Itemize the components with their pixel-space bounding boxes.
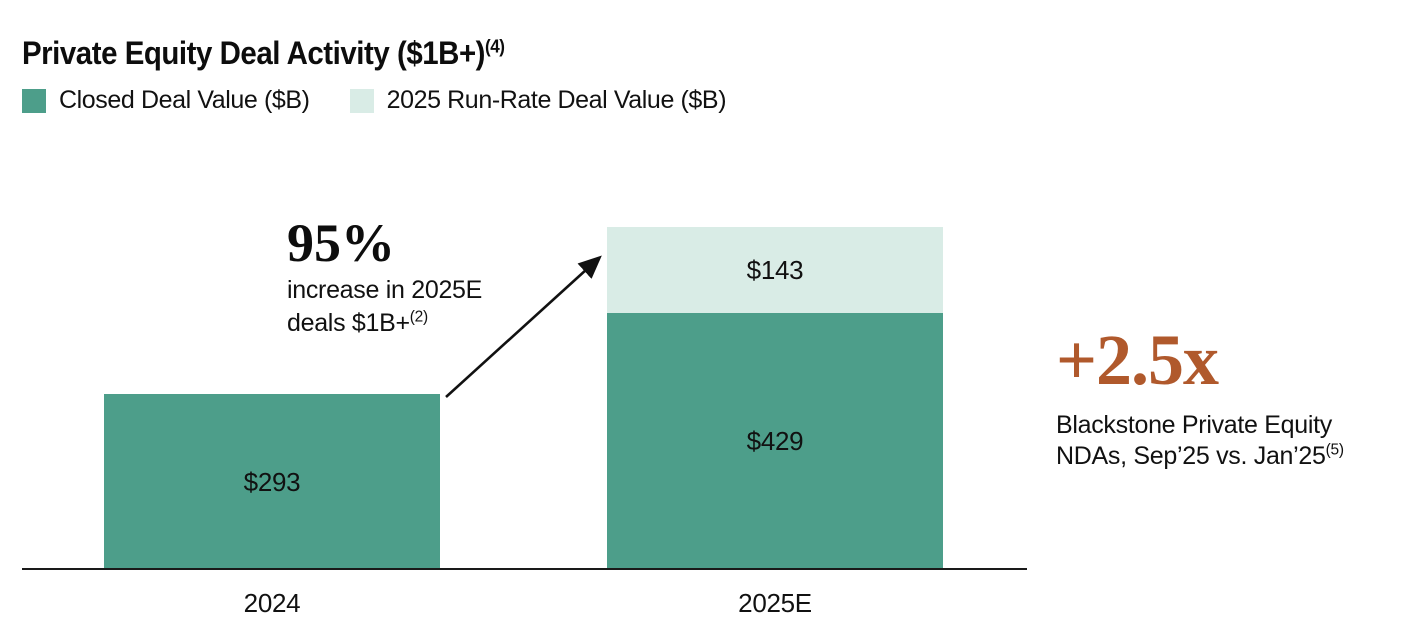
run-rate-swatch-icon <box>349 88 374 113</box>
nda-stat: +2.5x Blackstone Private Equity NDAs, Se… <box>1056 322 1344 472</box>
growth-headline: 95% <box>287 213 395 273</box>
legend-item-run-rate: 2025 Run-Rate Deal Value ($B) <box>349 86 727 115</box>
growth-annotation-line-1: increase in 2025E <box>287 276 483 304</box>
bar-2024: $293 <box>104 394 440 570</box>
stat-description: Blackstone Private Equity NDAs, Sep’25 v… <box>1056 410 1344 472</box>
legend-label-run-rate: 2025 Run-Rate Deal Value ($B) <box>386 86 727 114</box>
bar-value-closed-2025e: $429 <box>746 426 804 456</box>
growth-annotation: 95% increase in 2025E deals $1B+(2) <box>287 212 482 340</box>
page-title: Private Equity Deal Activity ($1B+)(4) <box>22 35 505 72</box>
stat-line-1: Blackstone Private Equity <box>1056 411 1332 439</box>
stat-value: +2.5x <box>1056 320 1219 400</box>
bar-value-run-rate-2025e: $143 <box>746 254 804 285</box>
bar-segment-closed-2025e: $429 <box>607 313 943 570</box>
bar-segment-closed-2024: $293 <box>104 394 440 570</box>
x-label-2025e: 2025E <box>738 588 812 618</box>
legend: Closed Deal Value ($B) 2025 Run-Rate Dea… <box>22 86 727 115</box>
bar-value-closed-2024: $293 <box>243 466 301 497</box>
stat-line-2: NDAs, Sep’25 vs. Jan’25(5) <box>1056 441 1344 470</box>
x-label-2024: 2024 <box>243 588 301 618</box>
bar-2025e: $143 $429 <box>607 227 943 570</box>
growth-annotation-line-2: deals $1B+(2) <box>287 308 428 337</box>
growth-footnote-marker: (2) <box>409 308 428 326</box>
stat-footnote-marker: (5) <box>1325 441 1344 459</box>
legend-item-closed-deal: Closed Deal Value ($B) <box>22 86 310 115</box>
title-footnote-marker: (4) <box>485 35 505 57</box>
page-title-text: Private Equity Deal Activity ($1B+) <box>22 35 486 72</box>
bar-segment-run-rate-2025e: $143 <box>607 227 943 313</box>
closed-deal-swatch-icon <box>22 88 46 113</box>
legend-label-closed-deal: Closed Deal Value ($B) <box>59 86 310 114</box>
x-axis-line <box>22 568 1027 570</box>
